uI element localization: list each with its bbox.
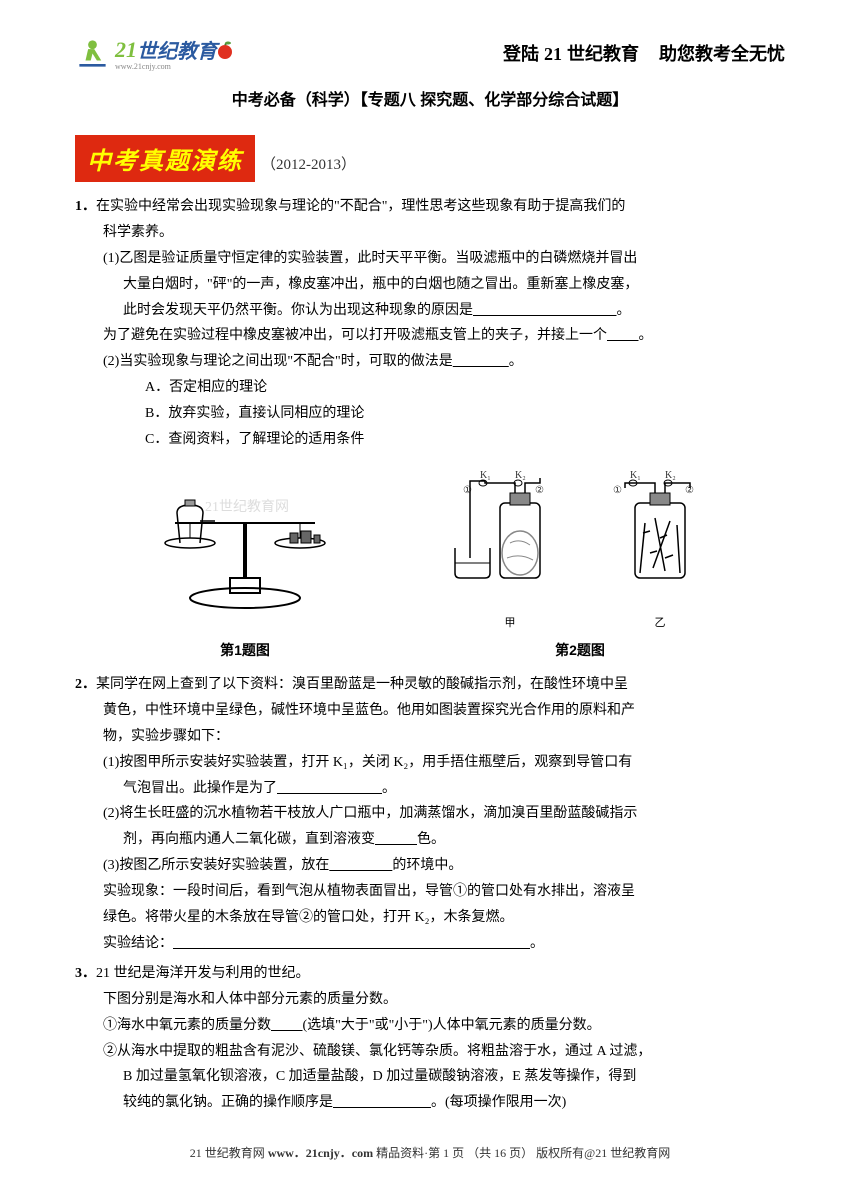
q1-p2: (2)当实验现象与理论之间出现"不配合"时，可取的做法是 [103, 354, 453, 369]
logo-text: 21 世纪教育 [115, 35, 235, 64]
q2-intro1: 某同学在网上查到了以下资料：溴百里酚蓝是一种灵敏的酸碱指示剂，在酸性环境中呈 [96, 677, 628, 692]
figures-row: 21世纪教育网 第1题图 [75, 463, 785, 664]
figure-2-label: 第2题图 [445, 638, 715, 664]
q3-p3-1: ②从海水中提取的粗盐含有泥沙、硫酸镁、氯化钙等杂质。将粗盐溶于水，通过 A 过滤… [75, 1039, 785, 1065]
footer-url: www．21cnjy．com [268, 1146, 373, 1160]
q2-blank-1[interactable] [277, 781, 382, 796]
q3-p3-2: B 加过量氢氧化钡溶液，C 加适量盐酸，D 加过量碳酸钠溶液，E 蒸发等操作，得… [75, 1064, 785, 1090]
q2-p2-1: (2)将生长旺盛的沉水植物若干枝放人广口瓶中，加满蒸馏水，滴加溴百里酚蓝酸碱指示 [75, 801, 785, 827]
q3-p1: 下图分别是海水和人体中部分元素的质量分数。 [75, 987, 785, 1013]
logo-runner-icon [75, 36, 110, 71]
q1-option-b: B．放弃实验，直接认同相应的理论 [75, 401, 785, 427]
svg-text:K₁: K₁ [630, 470, 641, 481]
page-footer: 21 世纪教育网 www．21cnjy．com 精品资料·第 1 页 （共 16… [0, 1144, 860, 1161]
q1-blank-2[interactable] [607, 328, 639, 343]
q1-number: 1． [75, 199, 96, 214]
q2-p3: (3)按图乙所示安装好实验装置，放在 [103, 858, 329, 873]
q3-p2-2: (选填"大于"或"小于")人体中氧元素的质量分数。 [303, 1018, 601, 1033]
q2-p1-2: 气泡冒出。此操作是为了 [123, 781, 277, 796]
q3-blank-2[interactable] [333, 1095, 431, 1110]
q1-p1-2: 大量白烟时，"砰"的一声，橡皮塞冲出，瓶中的白烟也随之冒出。重新塞上橡皮塞， [75, 272, 785, 298]
question-1: 1．在实验中经常会出现实验现象与理论的"不配合"，理性思考这些现象有助于提高我们… [75, 194, 785, 453]
banner-year: （2012-2013） [261, 153, 356, 174]
q2-exp1: 实验现象：一段时间后，看到气泡从植物表面冒出，导管①的管口处有水排出，溶液呈 [75, 879, 785, 905]
watermark-1: 21世纪教育网 [205, 495, 289, 521]
q2-intro3: 物，实验步骤如下： [75, 724, 785, 750]
logo-chinese: 世纪教育 [137, 35, 217, 64]
document-title: 中考必备（科学）【专题八 探究题、化学部分综合试题】 [75, 86, 785, 110]
q3-intro: 21 世纪是海洋开发与利用的世纪。 [96, 966, 310, 981]
question-2: 2．某同学在网上查到了以下资料：溴百里酚蓝是一种灵敏的酸碱指示剂，在酸性环境中呈… [75, 672, 785, 957]
figure-2-jia-label: 甲 [445, 613, 575, 633]
banner-text: 中考真题演练 [75, 135, 255, 182]
figure-2-jia: K₁ K₂ ① ② [445, 463, 575, 633]
q2-number: 2． [75, 677, 96, 692]
section-banner: 中考真题演练 （2012-2013） [75, 135, 356, 182]
svg-text:K₁: K₁ [480, 470, 491, 481]
header-slogan: 登陆 21 世纪教育 助您教考全无忧 [503, 40, 785, 66]
figure-1-group: 21世纪教育网 第1题图 [145, 493, 345, 664]
q2-p2-2: 剂，再向瓶内通人二氧化碳，直到溶液变 [123, 832, 375, 847]
figure-1-label: 第1题图 [145, 638, 345, 664]
logo-number: 21 [115, 37, 137, 63]
q3-number: 3． [75, 966, 96, 981]
q2-blank-4[interactable] [173, 936, 530, 951]
q2-intro2: 黄色，中性环境中呈绿色，碱性环境中呈蓝色。他用如图装置探究光合作用的原料和产 [75, 698, 785, 724]
q2-exp2: 绿色。将带火星的木条放在导管②的管口处，打开 K₂，木条复燃。 [75, 905, 785, 931]
figure-2-group: K₁ K₂ ① ② [445, 463, 715, 664]
q3-p2-1: ①海水中氧元素的质量分数 [103, 1018, 271, 1033]
q1-option-a: A．否定相应的理论 [75, 375, 785, 401]
q1-option-c: C．查阅资料，了解理论的适用条件 [75, 427, 785, 453]
q2-p1-1: (1)按图甲所示安装好实验装置，打开 K₁，关闭 K₂，用手捂住瓶壁后，观察到导… [75, 750, 785, 776]
q3-blank-1[interactable] [271, 1018, 303, 1033]
logo: 21 世纪教育 www.21cnjy.com [75, 35, 235, 71]
figure-2-yi-label: 乙 [605, 613, 715, 633]
q1-intro: 在实验中经常会出现实验现象与理论的"不配合"，理性思考这些现象有助于提高我们的 [96, 199, 625, 214]
svg-text:K₂: K₂ [515, 470, 526, 481]
q1-blank-1[interactable] [473, 303, 617, 318]
q1-p1-1: (1)乙图是验证质量守恒定律的实验装置，此时天平平衡。当吸滤瓶中的白磷燃烧并冒出 [75, 246, 785, 272]
q1-p1-4: 为了避免在实验过程中橡皮塞被冲出，可以打开吸滤瓶支管上的夹子，并接上一个 [103, 328, 607, 343]
content-area: 1．在实验中经常会出现实验现象与理论的"不配合"，理性思考这些现象有助于提高我们… [75, 194, 785, 1116]
q2-blank-3[interactable] [329, 858, 392, 873]
figure-2-yi: K₁ K₂ ① ② 乙 [605, 463, 715, 633]
q2-exp3: 实验结论： [103, 936, 173, 951]
q1-p1-3: 此时会发现天平仍然平衡。你认为出现这种现象的原因是 [123, 303, 473, 318]
question-3: 3．21 世纪是海洋开发与利用的世纪。 下图分别是海水和人体中部分元素的质量分数… [75, 961, 785, 1116]
page-header: 21 世纪教育 www.21cnjy.com 登陆 21 世纪教育 助您教考全无… [75, 35, 785, 71]
q1-intro-cont: 科学素养。 [75, 220, 785, 246]
q3-p3-3: 较纯的氯化钠。正确的操作顺序是 [123, 1095, 333, 1110]
figure-1-balance: 21世纪教育网 [145, 493, 345, 633]
q1-blank-3[interactable] [453, 354, 509, 369]
q2-blank-2[interactable] [375, 832, 417, 847]
svg-text:②: ② [535, 485, 544, 496]
svg-text:K₂: K₂ [665, 470, 676, 481]
svg-text:①: ① [613, 485, 622, 496]
logo-apple-icon [215, 39, 235, 61]
